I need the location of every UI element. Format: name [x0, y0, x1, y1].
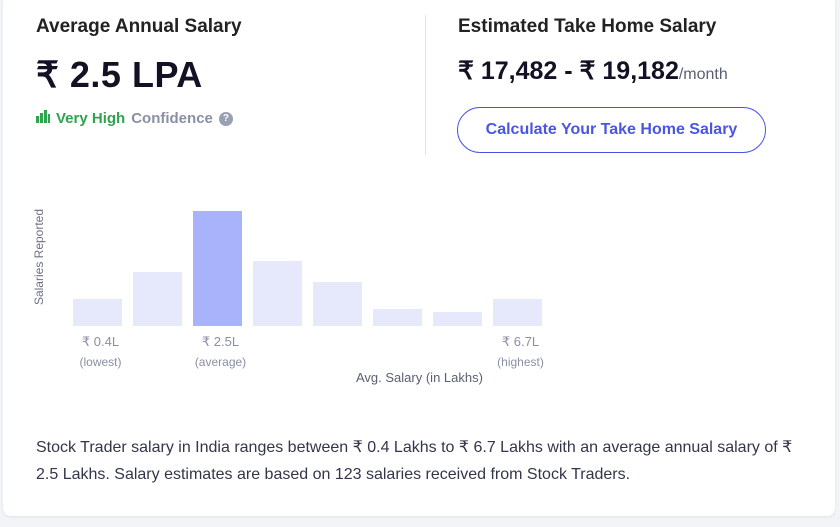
salary-description: Stock Trader salary in India ranges betw… — [36, 439, 793, 483]
question-circle-icon[interactable]: ? — [218, 111, 233, 126]
confidence-label: Confidence — [131, 110, 213, 127]
chart-tick-label: ₹ 2.5L (average) — [181, 334, 261, 369]
take-home-heading: Estimated Take Home Salary — [458, 16, 717, 37]
chart-tick-label: ₹ 6.7L (highest) — [481, 334, 561, 369]
histogram-bar — [493, 299, 542, 326]
avg-salary-heading: Average Annual Salary — [36, 16, 242, 37]
tick-caption: (highest) — [497, 355, 544, 369]
vertical-divider — [425, 15, 426, 155]
confidence-row: Very High Confidence ? — [36, 110, 233, 127]
confidence-level: Very High — [56, 110, 126, 127]
tick-caption: (average) — [194, 355, 247, 369]
histogram-bar — [193, 211, 242, 326]
histogram-bar — [73, 299, 122, 326]
salary-histogram — [3, 0, 603, 330]
histogram-bar — [313, 282, 362, 326]
take-home-range: ₹ 17,482 - ₹ 19,182 — [458, 57, 679, 85]
histogram-bar — [373, 309, 422, 326]
take-home-unit: /month — [678, 66, 728, 83]
salary-card: Average Annual Salary ₹ 2.5 LPA Very Hig… — [3, 0, 835, 516]
tick-caption: (lowest) — [79, 355, 122, 369]
avg-salary-value: ₹ 2.5 LPA — [36, 54, 203, 95]
tick-value: ₹ 0.4L — [81, 334, 120, 349]
chart-x-label: Avg. Salary (in Lakhs) — [356, 370, 483, 385]
take-home-value: ₹ 17,482 - ₹ 19,182/month — [458, 56, 728, 86]
bar-chart-icon — [36, 110, 50, 127]
histogram-bar — [133, 272, 182, 326]
tick-value: ₹ 6.7L — [501, 334, 540, 349]
calculate-take-home-button[interactable]: Calculate Your Take Home Salary — [457, 107, 766, 153]
histogram-bar — [253, 261, 302, 326]
histogram-bar — [433, 312, 482, 326]
tick-value: ₹ 2.5L — [201, 334, 240, 349]
chart-tick-label: ₹ 0.4L (lowest) — [61, 334, 141, 369]
